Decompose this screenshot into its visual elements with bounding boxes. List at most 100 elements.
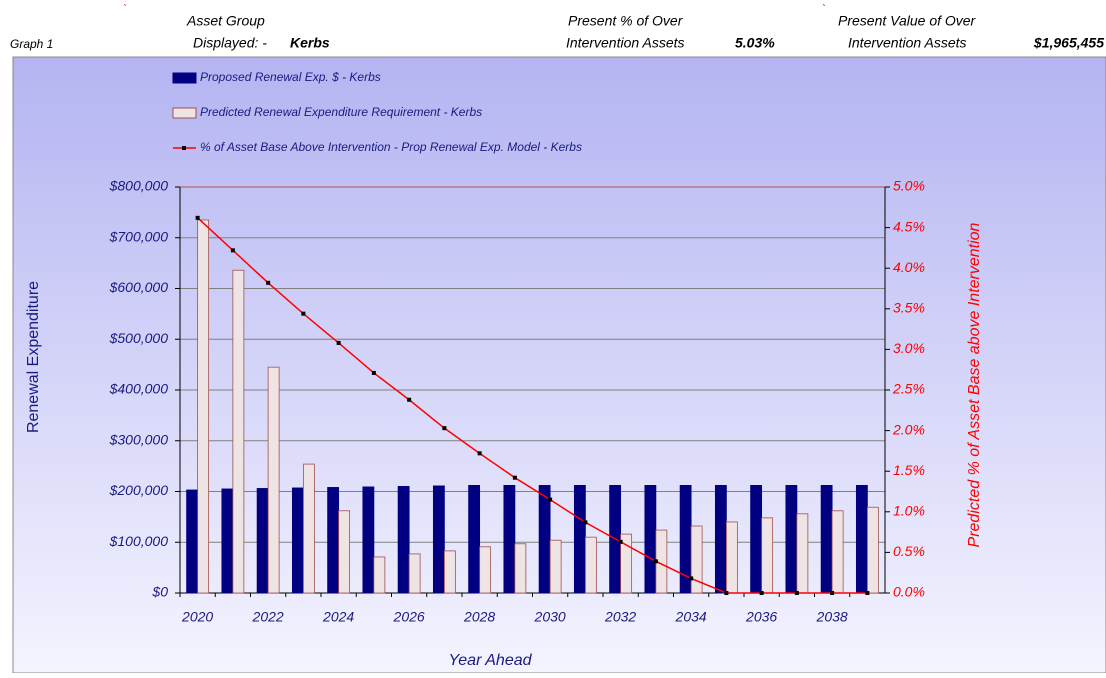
bar	[855, 485, 868, 594]
legend-marker	[182, 146, 186, 150]
bar	[796, 513, 809, 594]
y2-tick-label: 3.0%	[893, 340, 925, 356]
bar	[408, 553, 421, 594]
y2-tick-label: 4.5%	[893, 218, 925, 234]
legend-label: Predicted Renewal Expenditure Requiremen…	[200, 105, 482, 119]
y-tick-label: $400,000	[109, 381, 169, 397]
line	[197, 217, 868, 594]
bar	[785, 485, 798, 594]
y-axis-label: Renewal Expenditure	[25, 281, 42, 433]
legend-marker	[172, 72, 197, 84]
x-tick-label: 2038	[816, 609, 848, 625]
bar	[503, 485, 516, 594]
bar	[443, 550, 456, 594]
x-tick-label: 2020	[181, 609, 213, 625]
header-label: Present Value of Over	[838, 13, 977, 29]
bar	[302, 463, 315, 594]
point	[266, 280, 271, 285]
y-tick-label: $700,000	[109, 228, 169, 244]
graph-label: Graph 1	[10, 37, 53, 51]
point	[865, 591, 870, 595]
y-tick-label: $300,000	[109, 431, 169, 447]
x-tick-label: 2024	[322, 609, 354, 625]
y-tick-label: $600,000	[109, 279, 169, 295]
y-tick-label: $200,000	[109, 482, 169, 498]
legend-label: Proposed Renewal Exp. $ - Kerbs	[200, 70, 381, 84]
bar	[221, 488, 234, 594]
x-tick-label: 2022	[252, 609, 284, 625]
y2-axis-label: Predicted % of Asset Base above Interven…	[966, 222, 983, 547]
y-tick-label: $500,000	[109, 330, 169, 346]
bar	[186, 489, 199, 594]
y2-tick-label: 2.0%	[892, 421, 925, 437]
bar	[549, 539, 562, 594]
x-axis-label: Year Ahead	[448, 652, 532, 669]
y-tick-label: $0	[151, 584, 168, 600]
header-value: 5.03%	[735, 35, 775, 51]
bar	[820, 485, 833, 594]
bar	[750, 485, 763, 594]
decoration: `	[822, 2, 826, 16]
y2-tick-label: 4.0%	[893, 259, 925, 275]
x-tick-label: 2036	[745, 609, 777, 625]
point	[653, 559, 658, 564]
bar	[432, 485, 445, 594]
bar	[338, 510, 351, 594]
y2-tick-label: 3.5%	[893, 300, 925, 316]
point	[548, 497, 553, 502]
bar	[584, 536, 597, 594]
y2-tick-label: 2.5%	[892, 381, 925, 397]
x-tick-label: 2032	[604, 609, 636, 625]
header-value: Kerbs	[290, 35, 330, 51]
bar	[397, 486, 410, 594]
point	[230, 248, 235, 253]
x-tick-label: 2026	[393, 609, 425, 625]
point	[759, 591, 764, 595]
y2-tick-label: 1.5%	[893, 462, 925, 478]
bar	[373, 556, 386, 594]
bar	[291, 487, 304, 594]
bar	[468, 485, 481, 594]
bar	[197, 219, 210, 594]
point	[618, 539, 623, 544]
y-tick-label: $800,000	[109, 178, 169, 194]
legend-marker	[172, 107, 197, 119]
header-label: Intervention Assets	[566, 35, 685, 51]
y2-tick-label: 5.0%	[893, 178, 925, 194]
bar	[725, 521, 738, 594]
bar	[479, 546, 492, 594]
header-label: Present % of Over	[568, 13, 684, 29]
bar	[538, 485, 551, 594]
point	[477, 451, 482, 456]
point	[724, 591, 729, 595]
point	[336, 340, 341, 345]
bar	[866, 506, 879, 594]
bar	[362, 486, 375, 594]
header-label: Asset Group	[186, 13, 265, 29]
bar	[620, 533, 633, 594]
x-tick-label: 2030	[534, 609, 566, 625]
bar	[644, 485, 657, 594]
y-tick-label: $100,000	[109, 533, 169, 549]
decoration: `	[123, 2, 127, 16]
point	[195, 215, 200, 220]
bar	[714, 485, 727, 594]
bar	[514, 543, 527, 594]
x-tick-label: 2028	[463, 609, 495, 625]
header-value: $1,965,455	[1033, 35, 1104, 51]
point	[407, 397, 412, 402]
bar	[327, 487, 340, 594]
point	[794, 591, 799, 595]
point	[689, 576, 694, 581]
y2-tick-label: 0.0%	[893, 584, 925, 600]
legend-label: % of Asset Base Above Intervention - Pro…	[200, 140, 582, 154]
bar	[690, 525, 703, 594]
point	[512, 475, 517, 480]
point	[371, 370, 376, 375]
bar	[256, 488, 269, 594]
point	[442, 426, 447, 431]
bar	[831, 510, 844, 594]
header-label: Intervention Assets	[848, 35, 967, 51]
bar	[761, 517, 774, 594]
